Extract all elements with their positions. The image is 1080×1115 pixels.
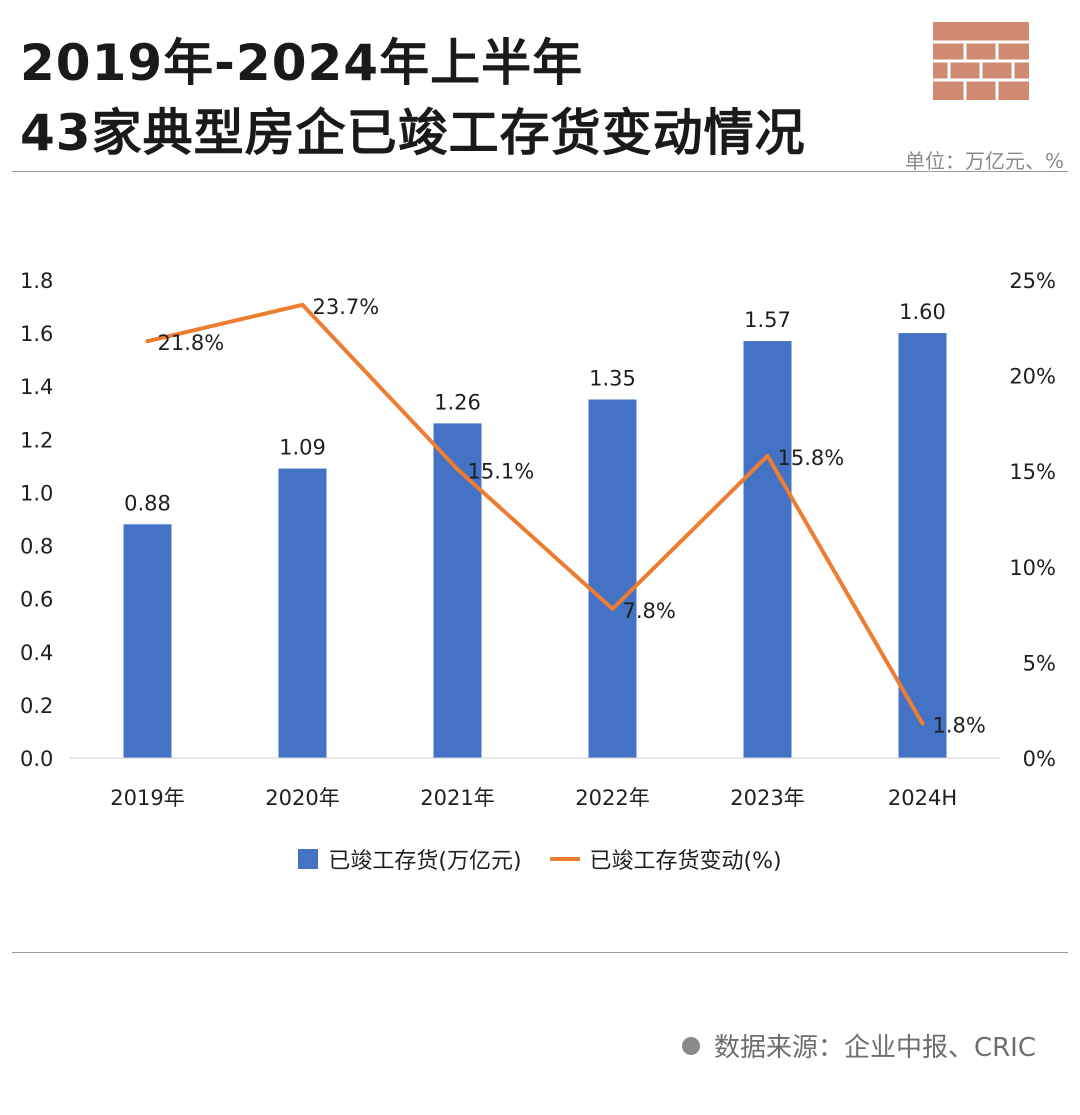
- y-left-tick-label: 0.2: [20, 694, 53, 718]
- y-left-tick-label: 0.4: [20, 641, 53, 665]
- data-source: 数据来源：企业中报、CRIC: [681, 1027, 1036, 1064]
- bar: [433, 423, 482, 758]
- line-value-label: 23.7%: [313, 295, 380, 319]
- data-source-text: 数据来源：企业中报、CRIC: [713, 1033, 1036, 1063]
- line-value-label: 1.8%: [933, 714, 986, 738]
- y-left-tick-label: 1.4: [20, 375, 53, 399]
- x-tick-label: 2021年: [420, 786, 494, 810]
- chart-legend: 已竣工存货(万亿元) 已竣工存货变动(%): [0, 843, 1080, 875]
- legend-bar-swatch: [298, 849, 319, 869]
- line-point: [145, 339, 150, 344]
- line-point: [610, 606, 615, 611]
- x-tick-label: 2019年: [110, 786, 184, 810]
- x-tick-label: 2023年: [730, 786, 804, 810]
- bar-value-label: 1.26: [434, 390, 481, 414]
- line-value-label: 21.8%: [158, 331, 225, 355]
- bar-value-label: 1.09: [279, 436, 326, 460]
- chart-title-line-2: 43家典型房企已竣工存货变动情况: [20, 104, 806, 162]
- brick-logo-icon: [933, 22, 1029, 100]
- line-point: [765, 453, 770, 458]
- x-tick-label: 2020年: [265, 786, 339, 810]
- unit-label: 单位：万亿元、%: [904, 149, 1064, 173]
- chart-title-line-1: 2019年-2024年上半年: [20, 34, 584, 92]
- bar-value-label: 1.35: [589, 367, 636, 391]
- line-series: [145, 302, 925, 726]
- y-left-tick-label: 1.8: [20, 269, 53, 293]
- bar-value-label: 1.57: [744, 308, 791, 332]
- legend-item-line: 已竣工存货变动(%): [549, 843, 782, 875]
- y-right-tick-label: 10%: [1009, 556, 1056, 580]
- header-divider: [12, 171, 1068, 172]
- line-value-label: 7.8%: [623, 599, 676, 623]
- y-right-tick-label: 20%: [1009, 365, 1056, 389]
- y-left-tick-label: 1.6: [20, 322, 53, 346]
- y-left-tick-label: 0.6: [20, 588, 53, 612]
- y-left-tick-label: 0.0: [20, 747, 53, 771]
- bullet-icon: [681, 1036, 700, 1055]
- footer-divider: [12, 952, 1068, 953]
- legend-line-label: 已竣工存货变动(%): [589, 849, 782, 874]
- bar: [743, 341, 792, 758]
- legend-item-bar: 已竣工存货(万亿元): [298, 843, 522, 875]
- combo-chart: 0.0 0.2 0.4 0.6 0.8 1.0 1.2 1.4 1.6 1.8 0% 5% 10% 15%…: [20, 269, 1056, 810]
- y-right-tick-label: 25%: [1009, 269, 1056, 293]
- bar: [123, 524, 172, 758]
- bar: [278, 468, 327, 758]
- line-point: [300, 302, 305, 307]
- bar-value-label: 0.88: [124, 491, 171, 515]
- x-tick-label: 2022年: [575, 786, 649, 810]
- line-point: [920, 721, 925, 726]
- bar: [588, 399, 637, 758]
- legend-line-swatch: [549, 857, 580, 861]
- line-point: [455, 467, 460, 472]
- y-right-tick-label: 5%: [1023, 651, 1056, 675]
- y-left-tick-label: 1.0: [20, 481, 53, 505]
- line-value-label: 15.8%: [778, 446, 845, 470]
- bar-value-label: 1.60: [899, 300, 946, 324]
- x-tick-label: 2024H: [888, 786, 957, 810]
- y-left-tick-label: 0.8: [20, 535, 53, 559]
- bar: [898, 333, 947, 758]
- legend-bar-label: 已竣工存货(万亿元): [328, 849, 522, 874]
- y-right-tick-label: 0%: [1023, 747, 1056, 771]
- line-value-label: 15.1%: [468, 459, 535, 483]
- y-left-tick-label: 1.2: [20, 428, 53, 452]
- y-right-tick-label: 15%: [1009, 460, 1056, 484]
